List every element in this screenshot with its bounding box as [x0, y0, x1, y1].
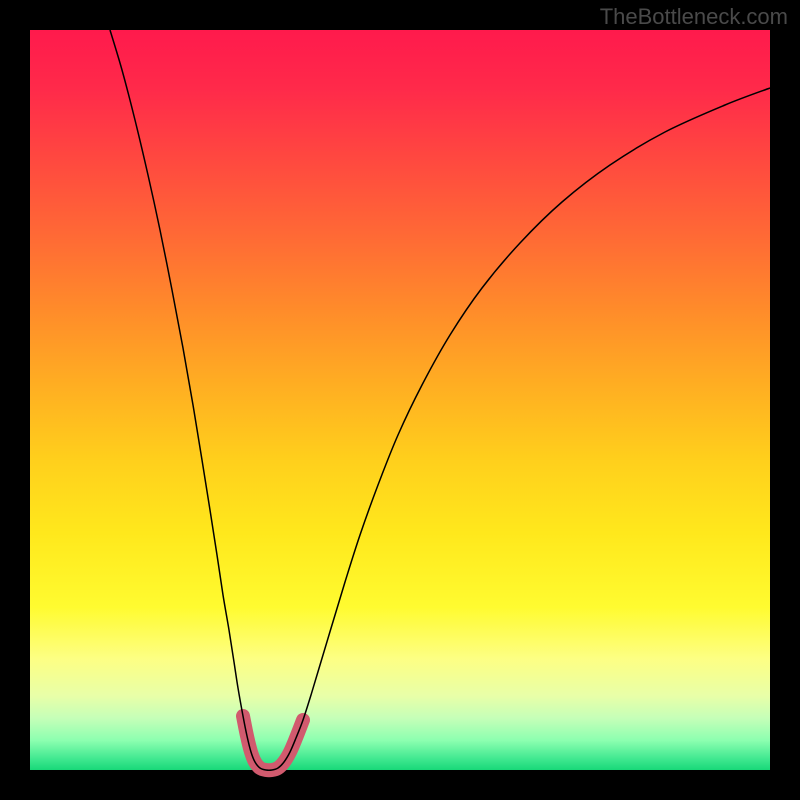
plot-area: [30, 30, 770, 770]
bottleneck-curve: [30, 30, 770, 770]
watermark-text: TheBottleneck.com: [600, 4, 788, 30]
curve-line: [110, 30, 770, 770]
